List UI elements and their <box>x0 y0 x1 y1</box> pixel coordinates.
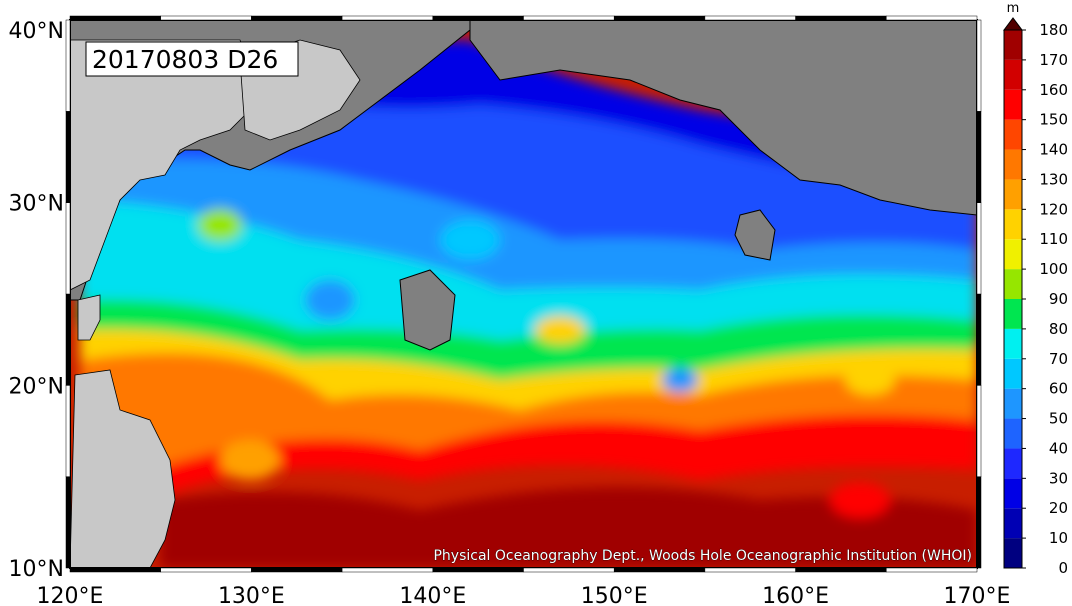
colorbar-tick-label: 160 <box>1039 81 1068 99</box>
date-label: 20170803 D26 <box>92 45 278 74</box>
colorbar-tick-label: 0 <box>1058 559 1068 577</box>
latitude-axis: 40°N 30°N 20°N 10°N <box>9 19 64 582</box>
colorbar-tick-label: 40 <box>1049 439 1068 457</box>
lon-tick-label: 120°E <box>37 584 104 606</box>
colorbar-tick-label: 20 <box>1049 499 1068 517</box>
colorbar-tick-label: 70 <box>1049 350 1068 368</box>
colorbar-segment <box>1004 388 1022 419</box>
colorbar-segment <box>1004 448 1022 479</box>
colorbar-segment <box>1004 328 1022 359</box>
colorbar-segment <box>1004 59 1022 90</box>
colorbar-segment <box>1004 358 1022 389</box>
colorbar-segment <box>1004 209 1022 240</box>
lat-tick-label: 10°N <box>9 557 64 582</box>
colorbar-tick-label: 90 <box>1049 290 1068 308</box>
colorbar-segment <box>1004 179 1022 210</box>
colorbar-tick-label: 180 <box>1039 21 1068 39</box>
credit-text: Physical Oceanography Dept., Woods Hole … <box>433 548 972 564</box>
lat-tick-label: 20°N <box>9 374 64 399</box>
colorbar-segment <box>1004 478 1022 509</box>
lon-tick-label: 170°E <box>944 584 1011 606</box>
lon-tick-label: 130°E <box>218 584 285 606</box>
colorbar-tick-label: 170 <box>1039 51 1068 69</box>
colorbar-tick-label: 110 <box>1039 230 1068 248</box>
colorbar-segment <box>1004 508 1022 539</box>
colorbar-unit: m <box>1007 1 1020 16</box>
colorbar-tick-label: 60 <box>1049 380 1068 398</box>
colorbar-tick-label: 10 <box>1049 529 1068 547</box>
colorbar-tick-label: 100 <box>1039 260 1068 278</box>
colorbar-segment <box>1004 89 1022 120</box>
colorbar-segment <box>1004 269 1022 299</box>
colorbar-tick-label: 130 <box>1039 170 1068 188</box>
map-frame <box>65 15 982 573</box>
colorbar-tick-label: 120 <box>1039 200 1068 218</box>
foreign-land <box>70 39 361 568</box>
lon-tick-label: 140°E <box>399 584 466 606</box>
colorbar-tick-label: 30 <box>1049 469 1068 487</box>
colorbar-segment <box>1004 119 1022 150</box>
lon-tick-label: 160°E <box>762 584 829 606</box>
colorbar-segment <box>1004 418 1022 449</box>
colorbar: m 18017016015014013012011010090807060504… <box>1003 1 1068 577</box>
date-label-box: 20170803 D26 <box>85 41 299 77</box>
colorbar-segment <box>1004 538 1022 568</box>
lon-tick-label: 150°E <box>581 584 648 606</box>
colorbar-tick-label: 140 <box>1039 141 1068 159</box>
colorbar-tick-label: 80 <box>1049 320 1068 338</box>
lat-tick-label: 30°N <box>9 192 64 217</box>
colorbar-tick-label: 150 <box>1039 111 1068 129</box>
colorbar-segment <box>1004 30 1022 60</box>
lat-tick-label: 40°N <box>9 19 64 44</box>
colorbar-extend-arrow <box>1003 17 1023 31</box>
colorbar-segment <box>1004 239 1022 270</box>
colorbar-tick-label: 50 <box>1049 410 1068 428</box>
longitude-axis: 120°E 130°E 140°E 150°E 160°E 170°E <box>37 584 1011 606</box>
colorbar-segment <box>1004 299 1022 329</box>
map-area <box>70 20 977 568</box>
colorbar-segment <box>1004 149 1022 180</box>
